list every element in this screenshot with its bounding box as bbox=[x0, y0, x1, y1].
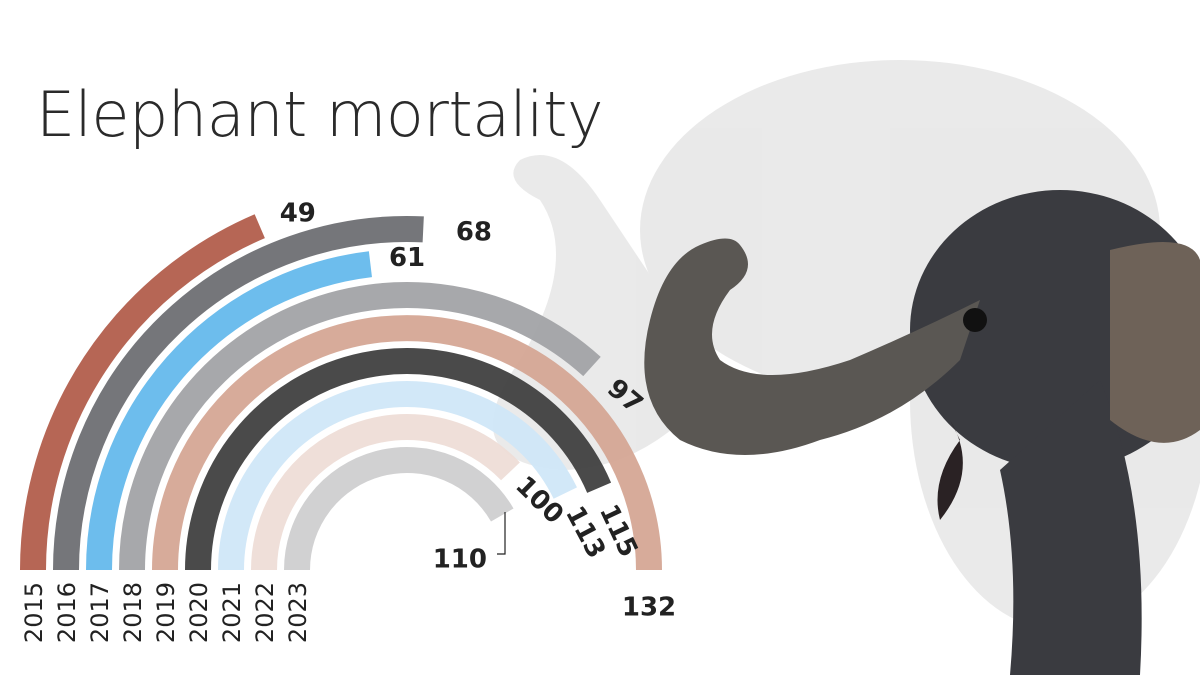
value-label-2015: 49 bbox=[280, 199, 316, 229]
year-label-2021: 2021 bbox=[218, 582, 246, 643]
bar-2021 bbox=[218, 381, 577, 571]
year-label-2023: 2023 bbox=[284, 582, 312, 643]
bar-2016 bbox=[53, 216, 424, 571]
bar-2020 bbox=[185, 348, 612, 571]
year-label-2015: 2015 bbox=[20, 582, 48, 643]
bar-2018 bbox=[119, 282, 601, 571]
bar-2019 bbox=[152, 315, 662, 571]
bar-2015 bbox=[20, 214, 265, 571]
value-label-2017: 61 bbox=[389, 243, 425, 273]
bar-2017 bbox=[86, 251, 372, 571]
bar-2023 bbox=[284, 447, 514, 571]
year-label-2016: 2016 bbox=[53, 582, 81, 643]
year-label-2022: 2022 bbox=[251, 582, 279, 643]
year-label-2018: 2018 bbox=[119, 582, 147, 643]
value-label-2018: 97 bbox=[601, 373, 648, 419]
value-label-2023: 110 bbox=[433, 545, 487, 575]
value-label-2016: 68 bbox=[456, 217, 493, 247]
year-label-2020: 2020 bbox=[185, 582, 213, 643]
value-label-2019: 132 bbox=[622, 593, 676, 623]
leader-line bbox=[497, 512, 506, 555]
bar-2022 bbox=[251, 414, 520, 571]
chart-title: Elephant mortality bbox=[36, 78, 604, 151]
year-label-2019: 2019 bbox=[152, 582, 180, 643]
year-label-2017: 2017 bbox=[86, 582, 114, 643]
